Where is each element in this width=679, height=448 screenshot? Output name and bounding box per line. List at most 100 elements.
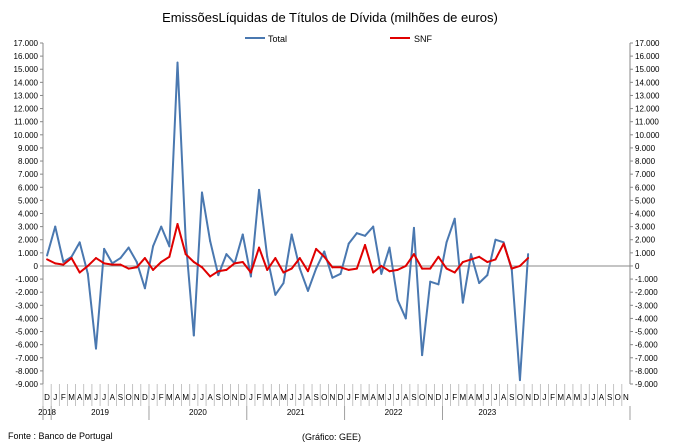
series-snf-segment (266, 257, 277, 271)
x-tick-label: J (485, 393, 489, 402)
x-tick-label: M (68, 393, 75, 402)
x-tick-label: F (550, 393, 555, 402)
x-tick-label: D (338, 393, 344, 402)
x-tick-label: A (403, 393, 409, 402)
y-tick-label-right: 17.000 (635, 39, 660, 48)
y-tick-label-left: 13.000 (14, 91, 39, 100)
x-tick-label: J (493, 393, 497, 402)
series-total-segment (486, 238, 497, 277)
y-tick-label-left: -4.000 (15, 314, 38, 323)
series-snf-segment (192, 261, 203, 269)
y-tick-label-left: 8.000 (18, 157, 39, 166)
y-tick-label-left: -8.000 (15, 367, 38, 376)
y-tick-label-left: 16.000 (14, 52, 39, 61)
x-tick-label: S (313, 393, 318, 402)
y-tick-label-left: 1.000 (18, 249, 39, 258)
series-total-segment (225, 253, 236, 265)
series-snf-segment (510, 264, 521, 270)
y-tick-label-left: 4.000 (18, 210, 39, 219)
series-snf-segment (249, 246, 261, 274)
series-snf-segment (453, 261, 464, 274)
x-tick-label: A (207, 393, 213, 402)
x-tick-label: J (347, 393, 351, 402)
y-tick-label-left: -2.000 (15, 288, 38, 297)
series-snf-segment (127, 266, 138, 270)
x-tick-label: M (264, 393, 271, 402)
series-snf-segment (323, 255, 334, 269)
x-tick-label: J (396, 393, 400, 402)
y-tick-label-right: 7.000 (635, 170, 656, 179)
x-tick-label: J (94, 393, 98, 402)
series-total-segment (46, 225, 57, 257)
series-snf-segment (200, 266, 212, 278)
series-snf-segment (274, 257, 285, 274)
series-snf-segment (518, 257, 530, 267)
y-tick-label-left: 11.000 (14, 118, 38, 127)
series-total-segment (200, 191, 212, 243)
series-snf-segment (380, 264, 391, 273)
series-total-segment (168, 61, 179, 248)
plot-frame (42, 43, 631, 384)
y-tick-label-right: -1.000 (635, 275, 658, 284)
series-snf-segment (445, 267, 456, 274)
series-snf-segment (404, 253, 415, 267)
series-snf-segment (478, 255, 489, 264)
series-snf-segment (217, 268, 228, 273)
series-snf-segment (209, 270, 220, 278)
x-tick-label: D (44, 393, 50, 402)
x-tick-label: M (460, 393, 467, 402)
series-total-segment (160, 225, 171, 248)
legend-total-label: Total (268, 34, 287, 44)
series-snf-segment (62, 257, 73, 266)
series-snf-segment (388, 268, 399, 273)
series-total-segment (494, 238, 505, 244)
x-tick-label: A (273, 393, 279, 402)
series-snf-segment (470, 255, 481, 261)
y-tick-label-left: 10.000 (14, 131, 39, 140)
x-tick-label: N (427, 393, 433, 402)
series-total-segment (274, 282, 285, 296)
x-tick-label: J (151, 393, 155, 402)
series-snf-segment (119, 263, 130, 270)
series-total-segment (103, 247, 114, 265)
series-layer (46, 61, 530, 382)
x-tick-label: N (134, 393, 140, 402)
y-tick-label-right: 6.000 (635, 183, 656, 192)
source-note: Fonte : Banco de Portugal (8, 431, 113, 441)
series-snf-segment (54, 262, 65, 266)
series-total-segment (86, 272, 97, 350)
legend-snf-label: SNF (414, 34, 433, 44)
series-total-segment (380, 246, 391, 275)
series-snf-segment (184, 253, 195, 264)
series-snf-segment (396, 264, 407, 271)
series-total (46, 61, 530, 382)
series-total-segment (62, 255, 73, 264)
series-snf-segment (339, 266, 350, 271)
series-total-segment (127, 246, 138, 264)
x-tick-label: M (574, 393, 581, 402)
series-total-segment (70, 241, 81, 258)
x-tick-label: M (280, 393, 287, 402)
y-tick-label-right: 11.000 (635, 118, 659, 127)
series-snf-segment (160, 255, 171, 264)
y-tick-label-left: -5.000 (15, 328, 38, 337)
series-total-segment (339, 242, 350, 275)
x-tick-label: N (232, 393, 238, 402)
series-total-segment (54, 225, 65, 264)
x-tick-label: M (557, 393, 564, 402)
y-tick-label-right: -2.000 (635, 288, 658, 297)
x-tick-label: O (517, 393, 523, 402)
series-total-segment (478, 274, 489, 285)
series-total-segment (282, 233, 293, 285)
series-snf (46, 222, 530, 278)
series-total-segment (94, 247, 106, 350)
y-tick-label-right: -3.000 (635, 301, 658, 310)
year-label: 2020 (189, 408, 207, 417)
y-tick-label-right: -6.000 (635, 341, 658, 350)
series-total-segment (421, 280, 432, 357)
series-snf-segment (94, 257, 106, 265)
credit-note: (Gráfico: GEE) (302, 432, 361, 442)
x-tick-label: O (125, 393, 131, 402)
series-snf-segment (364, 243, 375, 274)
